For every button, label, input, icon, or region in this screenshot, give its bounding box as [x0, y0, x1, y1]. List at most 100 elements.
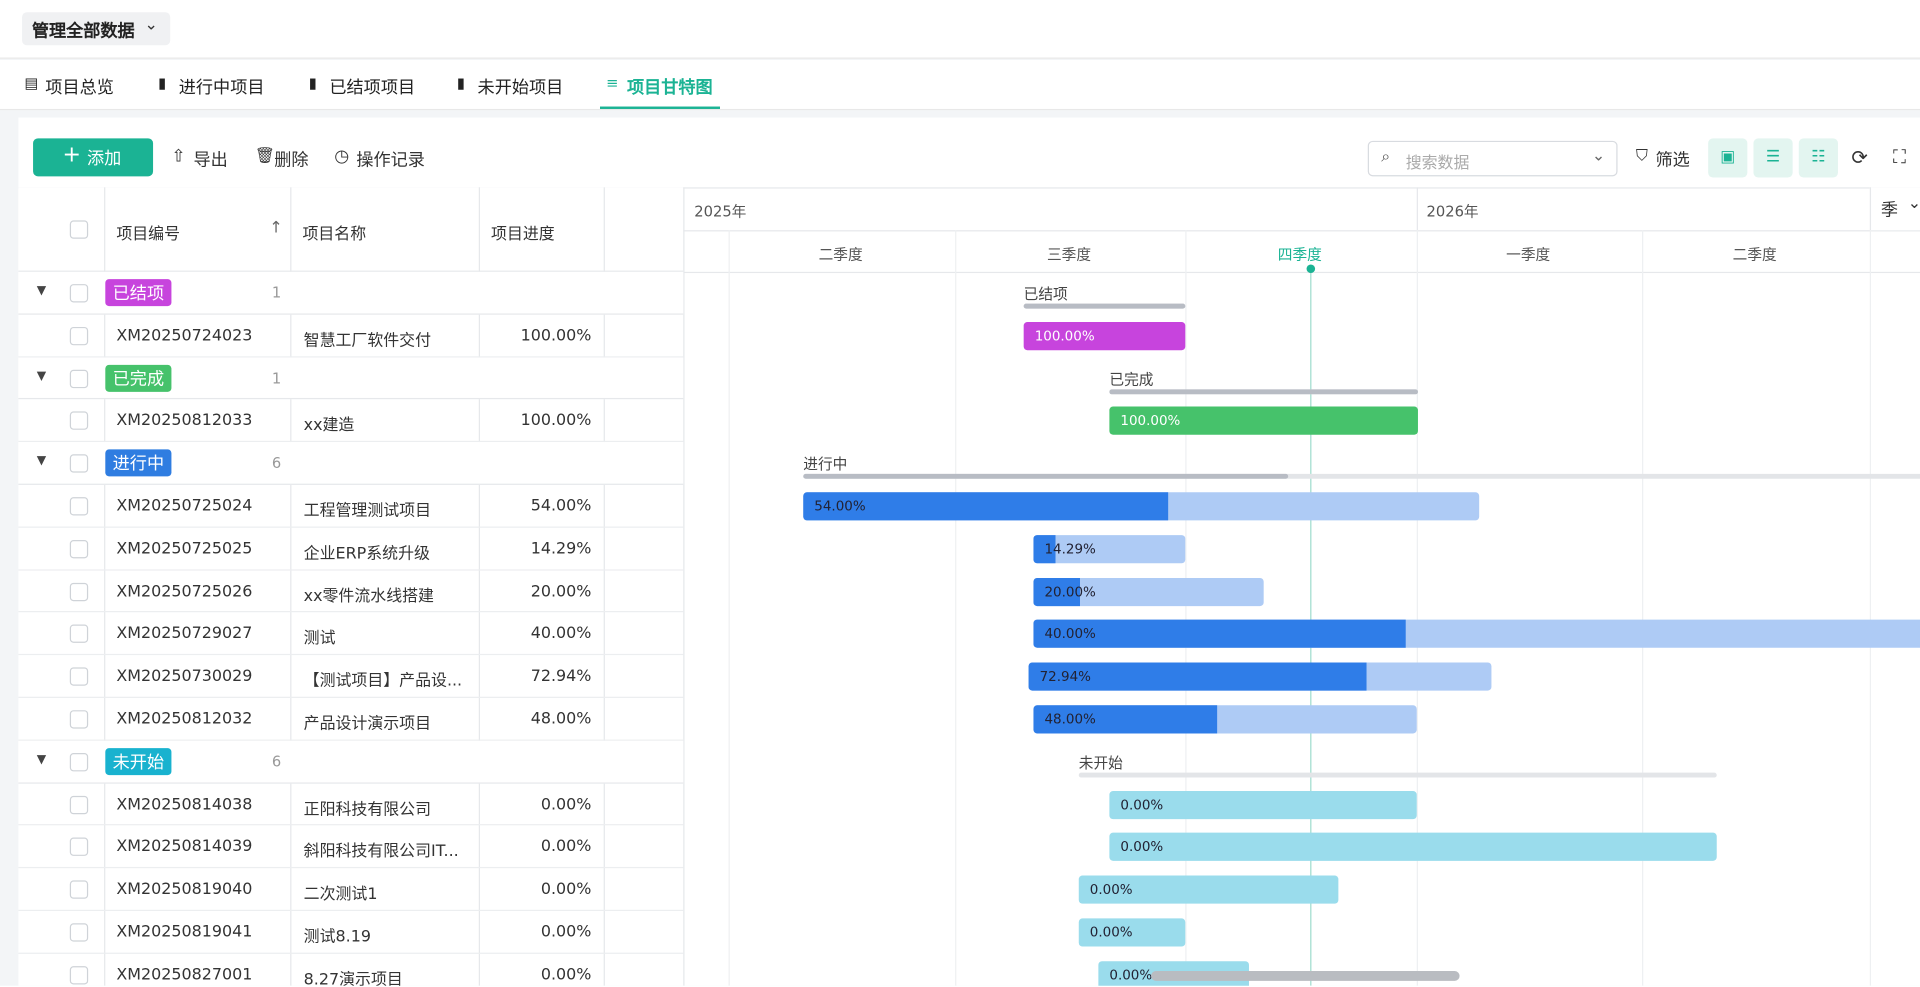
column-divider [683, 187, 685, 986]
quarter-divider [728, 230, 730, 986]
gantt-bar-label: 0.00% [1089, 881, 1133, 898]
quarter-divider [1642, 230, 1644, 986]
gantt-group-progress [803, 474, 1289, 480]
group-count: 1 [271, 284, 282, 302]
search-box[interactable]: ⌕ 搜索数据 ⌄ [1367, 140, 1618, 177]
expand-toggle[interactable]: ▼ [36, 454, 47, 468]
checkbox[interactable] [69, 965, 89, 985]
project-name: 8.27演示项目 [303, 970, 403, 986]
scale-select[interactable] [1869, 187, 1920, 231]
tab[interactable]: 项目总览 [45, 78, 114, 98]
project-progress: 48.00% [530, 710, 592, 729]
project-code: XM20250812032 [116, 710, 253, 729]
tab[interactable]: 进行中项目 [178, 78, 265, 98]
checkbox[interactable] [69, 284, 89, 303]
project-code: XM20250827001 [116, 965, 253, 985]
checkbox[interactable] [69, 710, 89, 729]
gantt-group-label: 已结项 [1023, 285, 1068, 303]
checkbox[interactable] [69, 795, 89, 814]
group-tag: 进行中 [105, 449, 172, 477]
gantt-bar[interactable] [1109, 407, 1418, 436]
project-progress: 0.00% [540, 795, 592, 814]
filter-button[interactable]: 筛选 [1655, 150, 1690, 171]
checkbox[interactable] [69, 582, 89, 601]
tab[interactable]: 已结项项目 [329, 78, 416, 98]
project-progress: 14.29% [530, 539, 592, 559]
list-toggle[interactable]: ☷ [1798, 138, 1838, 178]
gantt-bar[interactable] [1109, 790, 1417, 819]
refresh-button[interactable]: ⟳ [1851, 145, 1868, 169]
checkbox[interactable] [69, 539, 89, 559]
project-progress: 0.00% [540, 965, 592, 985]
group-count: 6 [271, 752, 282, 770]
expand-toggle[interactable]: ▼ [36, 284, 47, 298]
expand-toggle[interactable]: ▼ [36, 369, 47, 383]
gantt-bar[interactable] [1033, 534, 1186, 564]
gantt-bar[interactable] [1078, 918, 1186, 947]
checkbox[interactable] [69, 667, 89, 686]
project-name: 正阳科技有限公司 [303, 800, 432, 819]
gantt-group-progress [1109, 388, 1418, 394]
table-row [18, 911, 684, 954]
checkbox[interactable] [69, 411, 89, 431]
table-row [18, 783, 684, 826]
checkbox[interactable] [69, 880, 89, 900]
gantt-bar[interactable] [1109, 833, 1717, 862]
filter-icon: ⛉ [1635, 146, 1648, 166]
gantt-bar-label: 48.00% [1044, 711, 1096, 728]
log-icon: ◷ [334, 146, 350, 167]
quarter-label: 一季度 [1506, 246, 1551, 264]
checkbox[interactable] [69, 220, 89, 239]
project-name: 测试8.19 [303, 928, 371, 947]
delete-button[interactable]: 删除 [274, 150, 309, 171]
project-progress: 0.00% [540, 880, 592, 900]
group-tag: 未开始 [105, 747, 172, 775]
project-code: XM20250730029 [116, 667, 253, 686]
project-progress: 100.00% [520, 326, 592, 346]
scope-button[interactable]: 管理全部数据 ⌄ [22, 12, 171, 46]
view-toggle[interactable]: ▣ [1708, 138, 1748, 178]
project-name: 斜阳科技有限公司IT... [303, 842, 459, 862]
log-button[interactable]: 操作记录 [356, 150, 425, 171]
gantt-group-label: 已完成 [1109, 370, 1154, 388]
gantt-bar-progress [1033, 534, 1056, 564]
project-progress: 100.00% [520, 411, 592, 431]
gantt-bar[interactable] [1078, 875, 1339, 904]
gantt-bar[interactable] [1023, 321, 1186, 350]
horizontal-scrollbar[interactable] [1151, 971, 1460, 981]
group-tag: 已完成 [105, 364, 172, 392]
project-progress: 0.00% [540, 923, 592, 942]
checkbox[interactable] [69, 923, 89, 942]
tree-toggle[interactable]: ☰ [1753, 138, 1793, 178]
add-button[interactable]: + 添加 [33, 138, 154, 177]
checkbox[interactable] [69, 752, 89, 772]
sort-icon: ↑ [269, 219, 283, 238]
checkbox[interactable] [69, 838, 89, 857]
tab[interactable]: 项目甘特图 [626, 78, 713, 98]
checkbox[interactable] [69, 454, 89, 473]
project-name: 产品设计演示项目 [303, 715, 432, 734]
column-divider [603, 187, 605, 986]
tab[interactable]: 未开始项目 [477, 78, 564, 98]
checkbox[interactable] [69, 497, 89, 516]
column-divider [104, 187, 106, 986]
header-top-border [18, 187, 1920, 189]
gantt-group-track [1078, 772, 1717, 778]
project-name: 测试 [303, 629, 336, 649]
export-button[interactable]: 导出 [193, 150, 228, 171]
project-name: 工程管理测试项目 [303, 502, 432, 521]
tab-bar [0, 60, 1920, 111]
table-header [18, 187, 684, 272]
gantt-group-track [803, 474, 1920, 480]
table-row [18, 826, 684, 869]
fullscreen-button[interactable]: ⛶ [1893, 145, 1906, 168]
gantt-bar-progress [1033, 577, 1080, 606]
gantt-header-divider [683, 271, 1920, 274]
checkbox[interactable] [69, 326, 89, 346]
search-chevron: ⌄ [1591, 146, 1606, 166]
gantt-bar-label: 0.00% [1089, 924, 1133, 941]
checkbox[interactable] [69, 624, 89, 644]
expand-toggle[interactable]: ▼ [36, 752, 47, 767]
checkbox[interactable] [69, 369, 89, 388]
